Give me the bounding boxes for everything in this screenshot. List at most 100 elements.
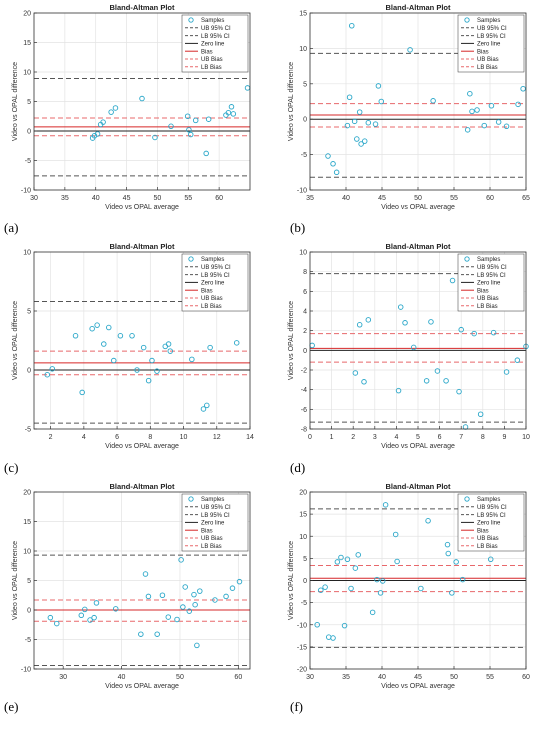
x-tick-label: 60 [234, 674, 242, 681]
data-point [402, 320, 408, 326]
y-tick-label: -2 [301, 368, 307, 375]
data-point [230, 111, 237, 117]
data-point [82, 606, 88, 613]
x-tick-label: 60 [486, 195, 494, 202]
x-tick-label: 30 [30, 195, 38, 202]
data-point [456, 388, 462, 395]
legend-entry: UB Bias [477, 296, 499, 302]
legend-marker-samples [464, 17, 470, 23]
panel-label: (b) [290, 220, 305, 235]
y-tick-label: 0 [27, 608, 31, 615]
x-tick-label: 45 [123, 195, 131, 202]
axes-box [33, 251, 251, 430]
data-point [443, 378, 449, 384]
x-tick-label: 60 [522, 674, 530, 681]
y-tick-label: -4 [301, 387, 307, 394]
legend-entry: Bias [477, 288, 489, 294]
legend-entry: Bias [477, 528, 489, 534]
legend-entry: Bias [201, 49, 213, 55]
y-axis-label: Video vs OPAL difference [12, 301, 19, 380]
chart-title: Bland-Altman Plot [110, 242, 176, 251]
data-point [338, 554, 344, 561]
x-tick-label: 40 [92, 195, 100, 202]
legend-marker-samples [188, 496, 194, 502]
data-point [174, 616, 180, 623]
data-point [322, 584, 328, 590]
y-tick-label: 15 [23, 519, 31, 526]
data-point [149, 357, 155, 364]
data-point [365, 317, 372, 323]
y-tick-label: -10 [297, 188, 307, 195]
data-point [100, 119, 106, 125]
data-point [346, 94, 353, 101]
data-point [106, 324, 112, 331]
x-tick-label: 35 [61, 195, 69, 202]
legend-entry: LB 95% CI [477, 34, 506, 40]
data-point [229, 585, 236, 591]
legend-marker-samples [464, 256, 470, 262]
legend-entry: UB 95% CI [477, 505, 507, 511]
legend-entry: LB Bias [201, 304, 222, 310]
data-point [165, 614, 172, 620]
data-point [152, 134, 158, 141]
x-tick-label: 45 [414, 674, 422, 681]
y-axis-label: Video vs OPAL difference [288, 62, 295, 141]
y-tick-label: 0 [303, 348, 307, 355]
data-point [325, 153, 331, 159]
data-point [191, 591, 197, 598]
data-point [375, 83, 382, 89]
legend-entry: Zero line [201, 281, 225, 287]
legend-entry: LB Bias [477, 65, 498, 71]
data-point [189, 356, 195, 363]
data-point [358, 141, 364, 147]
data-point [434, 368, 441, 374]
data-point [397, 304, 404, 310]
data-point [410, 344, 417, 351]
x-axis-label: Video vs OPAL average [105, 204, 179, 211]
y-tick-label: 2 [303, 328, 307, 335]
data-point [194, 642, 200, 649]
data-point [192, 117, 199, 124]
y-tick-label: 0 [27, 368, 31, 375]
legend-entry: UB 95% CI [201, 505, 231, 511]
chart-panel-c: 2 4 6 8 10 12 14 -5 0 5 10 Bland-Altman Plot Video v… [4, 242, 254, 475]
y-tick-label: 10 [299, 46, 307, 53]
data-point [477, 411, 484, 418]
data-point [351, 118, 358, 125]
x-tick-label: 10 [522, 434, 530, 441]
legend-entry: Bias [201, 288, 213, 294]
x-axis-label: Video vs OPAL average [381, 443, 455, 450]
legend-entry: UB Bias [477, 57, 499, 63]
y-tick-label: 5 [27, 309, 31, 316]
data-point [228, 104, 235, 110]
y-tick-label: -5 [301, 152, 307, 159]
chart-panel-b: 35 40 45 50 55 60 65 -10 -5 0 5 10 15 Bland-Altman Pl… [288, 3, 530, 235]
y-tick-label: -6 [301, 407, 307, 414]
legend-entry: LB 95% CI [477, 273, 506, 279]
legend-marker-samples [188, 256, 194, 262]
data-point [188, 131, 194, 138]
x-tick-label: 55 [486, 674, 494, 681]
data-point [356, 322, 363, 328]
data-point [44, 371, 51, 378]
data-point [225, 109, 232, 116]
x-tick-label: 8 [481, 434, 485, 441]
y-tick-label: 15 [23, 40, 31, 47]
data-point [87, 617, 93, 623]
legend-entry: Samples [201, 257, 224, 263]
data-point [200, 406, 207, 412]
x-tick-label: 55 [450, 195, 458, 202]
legend-entry: Bias [201, 528, 213, 534]
data-point [471, 330, 477, 337]
data-point [318, 587, 324, 593]
data-point [377, 590, 384, 596]
legend-entry: Bias [477, 49, 489, 55]
data-point [487, 556, 494, 563]
legend-entry: LB Bias [201, 544, 222, 550]
data-point [459, 576, 466, 583]
x-tick-label: 45 [378, 195, 386, 202]
legend-entry: UB 95% CI [201, 265, 231, 271]
x-tick-label: 40 [342, 195, 350, 202]
